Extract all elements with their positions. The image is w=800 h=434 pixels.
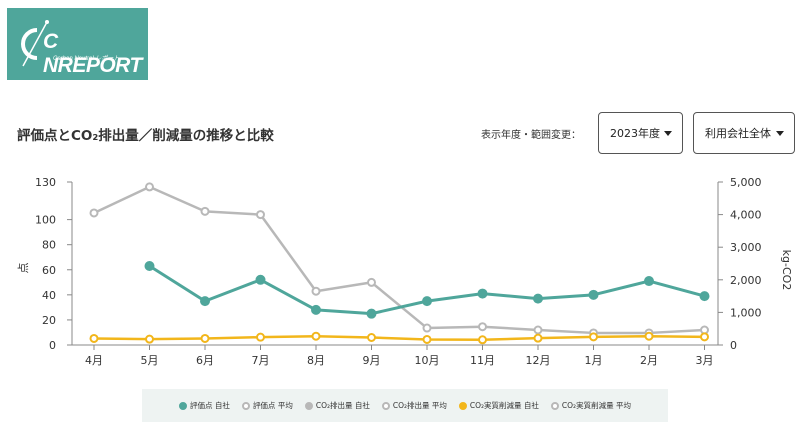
logo-mark: [21, 20, 49, 67]
data-point-reduction_own: [478, 335, 487, 345]
data-point-co2_avg: [256, 210, 265, 220]
y-right-axis-label: kg-CO2: [780, 250, 793, 291]
y-left-tick-label: 80: [42, 239, 56, 252]
y-right-tick-label: 4,000: [730, 209, 762, 222]
x-tick-label: 11月: [470, 354, 495, 367]
y-right-tick-label: 1,000: [730, 306, 762, 319]
data-point-co2_avg: [145, 182, 154, 192]
data-point-reduction_own: [200, 333, 210, 343]
x-tick-label: 5月: [141, 354, 159, 367]
x-tick-label: 2月: [640, 354, 658, 367]
legend-label: CO₂排出量 自社: [315, 401, 370, 410]
scope-select-value: 利用会社全体: [705, 127, 771, 140]
data-point-score_own: [477, 288, 488, 299]
year-select-value: 2023年度: [610, 127, 660, 140]
data-point-reduction_own: [533, 333, 543, 343]
data-point-score_own: [144, 261, 155, 272]
legend-marker-icon: [381, 401, 390, 410]
legend-marker-icon: [179, 401, 188, 410]
range-label: 表示年度・範囲変更：: [481, 130, 581, 141]
logo: C NREPORT Carbon Neutral レポート: [7, 8, 148, 80]
y-right-tick-label: 0: [730, 339, 737, 352]
legend-label: CO₂排出量 平均: [392, 401, 447, 410]
y-left-tick-label: 0: [49, 339, 56, 352]
x-tick-label: 10月: [415, 354, 440, 367]
data-point-score_own: [533, 293, 543, 304]
data-point-reduction_own: [145, 334, 154, 344]
legend-marker-icon: [550, 401, 559, 410]
data-point-score_own: [255, 274, 266, 285]
data-point-score_own: [311, 304, 321, 315]
y-right-tick-label: 2,000: [730, 274, 762, 287]
legend-item-co2_own[interactable]: CO₂排出量 自社: [304, 400, 370, 411]
data-point-score_own: [200, 296, 210, 307]
line-chart: 0 20 40 60 80 100 130 点 0 1,000 2,000 3,000 4,000 5,0…: [17, 176, 793, 367]
x-tick-label: 4月: [85, 354, 103, 367]
legend-label: 評価点 平均: [252, 401, 293, 410]
y-left-tick-label: 60: [42, 264, 56, 277]
y-left-tick-label: 40: [42, 289, 56, 302]
y-left-tick-label: 100: [35, 214, 56, 227]
x-tick-label: 1月: [585, 354, 603, 367]
legend-label: CO₂実質削減量 自社: [469, 401, 539, 410]
data-point-score_own: [366, 308, 377, 319]
series-line-reduction_own: [93, 334, 705, 342]
x-tick-label: 6月: [196, 354, 214, 367]
data-point-score_own: [644, 276, 654, 287]
chart-legend: 評価点 自社 評価点 平均 CO₂排出量 自社 CO₂排出量 平均 CO₂実質削減量 自…: [142, 389, 668, 422]
data-point-score_own: [422, 296, 432, 307]
y-left-axis-label: 点: [17, 263, 30, 274]
series-line-score_own: [148, 264, 705, 316]
logo-subtext: Carbon Neutral レポート: [53, 56, 120, 62]
legend-marker-icon: [458, 401, 467, 410]
y-right-tick-label: 5,000: [730, 176, 762, 189]
legend-marker-icon: [304, 401, 313, 410]
y-left-tick-label: 20: [42, 314, 56, 327]
data-point-co2_avg: [200, 206, 210, 216]
year-select[interactable]: 2023年度: [598, 112, 683, 154]
data-point-co2_avg: [422, 323, 432, 333]
data-point-reduction_own: [311, 331, 321, 341]
legend-item-score_own[interactable]: 評価点 自社: [179, 400, 230, 411]
logo-text: C NREPORT: [43, 30, 142, 77]
data-point-reduction_own: [700, 332, 709, 342]
data-point-co2_avg: [311, 286, 321, 296]
chart-title: 評価点とCO₂排出量／削減量の推移と比較: [17, 128, 274, 144]
legend-label: 評価点 自社: [190, 401, 230, 410]
scope-select[interactable]: 利用会社全体: [693, 112, 795, 154]
series-line-co2_avg: [93, 185, 705, 335]
legend-label: CO₂実質削減量 平均: [561, 401, 631, 410]
legend-item-reduction_own[interactable]: CO₂実質削減量 自社: [458, 400, 539, 411]
data-point-reduction_own: [422, 334, 432, 344]
data-point-co2_avg: [89, 208, 99, 218]
y-left-tick-label: 130: [35, 176, 56, 189]
data-point-reduction_own: [644, 331, 654, 341]
data-point-score_own: [699, 291, 710, 302]
caret-down-icon: [776, 131, 784, 136]
x-tick-label: 3月: [696, 354, 714, 367]
data-point-co2_avg: [533, 325, 543, 335]
data-point-reduction_own: [256, 332, 265, 342]
data-point-reduction_own: [89, 333, 99, 343]
y-right-tick-label: 3,000: [730, 241, 762, 254]
x-tick-label: 8月: [307, 354, 325, 367]
data-point-co2_avg: [367, 277, 376, 287]
x-tick-label: 7月: [252, 354, 270, 367]
legend-item-co2_avg[interactable]: CO₂排出量 平均: [381, 400, 447, 411]
data-point-reduction_own: [367, 333, 376, 343]
data-point-co2_avg: [478, 322, 487, 332]
legend-marker-icon: [241, 401, 250, 410]
legend-item-reduction_avg[interactable]: CO₂実質削減量 平均: [550, 400, 631, 411]
x-tick-label: 12月: [526, 354, 551, 367]
data-point-score_own: [588, 289, 599, 300]
caret-down-icon: [664, 131, 672, 136]
data-point-reduction_own: [589, 332, 598, 342]
legend-item-score_avg[interactable]: 評価点 平均: [241, 400, 293, 411]
x-tick-label: 9月: [363, 354, 381, 367]
